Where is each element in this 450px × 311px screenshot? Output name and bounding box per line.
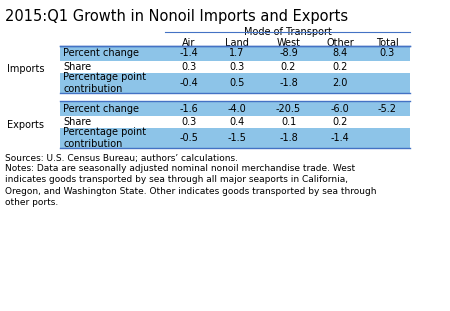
Bar	[60, 128, 410, 148]
Text: 0.3: 0.3	[230, 62, 245, 72]
Text: 0.3: 0.3	[181, 62, 196, 72]
Text: Imports: Imports	[7, 64, 45, 75]
Bar	[60, 116, 410, 128]
Text: Share: Share	[63, 62, 91, 72]
Text: 0.2: 0.2	[332, 62, 348, 72]
Text: 2015:Q1 Growth in Nonoil Imports and Exports: 2015:Q1 Growth in Nonoil Imports and Exp…	[5, 9, 348, 24]
Bar	[60, 73, 410, 93]
Text: -1.6: -1.6	[179, 104, 198, 114]
Text: West: West	[276, 38, 301, 48]
Text: Mode of Transport: Mode of Transport	[243, 27, 332, 37]
Text: -5.2: -5.2	[378, 104, 397, 114]
Text: Sources: U.S. Census Bureau; authors’ calculations.: Sources: U.S. Census Bureau; authors’ ca…	[5, 154, 238, 163]
Text: Percent change: Percent change	[63, 49, 139, 58]
Text: 0.1: 0.1	[281, 117, 296, 127]
Text: 0.2: 0.2	[281, 62, 296, 72]
Text: -6.0: -6.0	[331, 104, 349, 114]
Text: 1.7: 1.7	[230, 49, 245, 58]
Text: Air: Air	[182, 38, 195, 48]
Text: -20.5: -20.5	[276, 104, 301, 114]
Text: Share: Share	[63, 117, 91, 127]
Text: Other: Other	[326, 38, 354, 48]
Text: 0.3: 0.3	[380, 49, 395, 58]
Text: Land: Land	[225, 38, 249, 48]
Text: 8.4: 8.4	[333, 49, 347, 58]
Text: Exports: Exports	[7, 119, 44, 129]
Text: Percentage point
contribution: Percentage point contribution	[63, 127, 146, 149]
Text: Total: Total	[376, 38, 399, 48]
Text: 0.4: 0.4	[230, 117, 245, 127]
Text: -1.4: -1.4	[331, 133, 349, 143]
Bar	[60, 61, 410, 73]
Text: Notes: Data are seasonally adjusted nominal nonoil merchandise trade. West
indic: Notes: Data are seasonally adjusted nomi…	[5, 164, 377, 207]
Text: Percent change: Percent change	[63, 104, 139, 114]
Bar	[60, 101, 410, 116]
Text: -1.4: -1.4	[179, 49, 198, 58]
Text: -0.4: -0.4	[179, 78, 198, 88]
Text: 0.3: 0.3	[181, 117, 196, 127]
Text: -0.5: -0.5	[179, 133, 198, 143]
Text: -8.9: -8.9	[279, 49, 298, 58]
Text: -1.5: -1.5	[228, 133, 247, 143]
Text: 2.0: 2.0	[332, 78, 348, 88]
Text: 0.2: 0.2	[332, 117, 348, 127]
Text: -4.0: -4.0	[228, 104, 247, 114]
Text: Percentage point
contribution: Percentage point contribution	[63, 72, 146, 94]
Text: -1.8: -1.8	[279, 78, 298, 88]
Text: 0.5: 0.5	[230, 78, 245, 88]
Text: -1.8: -1.8	[279, 133, 298, 143]
Bar	[60, 46, 410, 61]
